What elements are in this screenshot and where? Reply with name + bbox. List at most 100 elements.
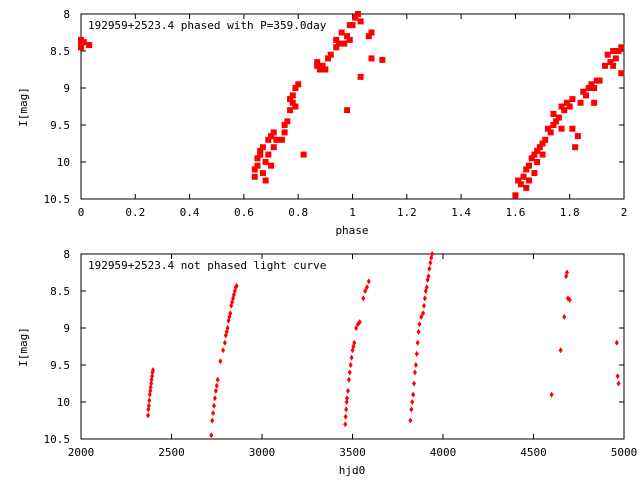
data-point <box>319 62 326 69</box>
data-point <box>523 184 530 191</box>
data-point <box>408 417 413 424</box>
data-point <box>365 33 372 40</box>
data-point <box>344 399 349 405</box>
data-point <box>577 99 584 106</box>
y-tick-label: 9.5 <box>50 359 70 372</box>
data-point <box>289 92 296 99</box>
x-tick-label: 5000 <box>611 446 638 459</box>
y-tick-label: 10.5 <box>44 433 71 446</box>
data-point <box>273 136 280 143</box>
data-point <box>366 278 371 285</box>
data-point <box>327 51 334 58</box>
data-point <box>349 354 354 361</box>
data-point <box>333 44 340 51</box>
data-point <box>596 77 603 84</box>
y-tick-label: 8 <box>63 8 70 21</box>
data-point <box>259 170 266 177</box>
panel-unphased: 2000 2500 3000 3500 4000 4500 5000 8 8.5 9 9.5 10 10… <box>17 248 637 477</box>
data-point <box>209 432 214 439</box>
data-point <box>610 48 617 54</box>
data-point <box>610 62 617 69</box>
data-point <box>212 395 217 402</box>
data-point <box>268 162 275 169</box>
data-point <box>346 36 353 43</box>
y-tick-label: 10 <box>57 396 70 409</box>
data-point <box>414 350 419 357</box>
data-point <box>409 406 414 413</box>
data-point <box>427 265 432 272</box>
data-point <box>525 162 532 169</box>
x-tick-label: 1 <box>349 206 356 219</box>
data-point <box>251 166 258 173</box>
data-point <box>612 55 619 62</box>
data-point <box>523 166 530 173</box>
data-point <box>379 56 386 63</box>
data-point <box>569 96 576 103</box>
x-tick-label: 1.8 <box>560 206 580 219</box>
data-point <box>591 99 598 106</box>
data-point <box>515 177 522 184</box>
data-point <box>572 144 579 151</box>
data-point <box>411 391 416 398</box>
data-point <box>614 339 619 346</box>
data-point <box>212 402 217 409</box>
data-point <box>344 107 351 114</box>
data-point <box>335 40 342 47</box>
y-tick-label: 9 <box>63 82 70 95</box>
x-tick-label: 3000 <box>249 446 276 459</box>
data-point <box>534 159 541 165</box>
data-point <box>289 99 296 106</box>
data-point <box>228 310 233 317</box>
data-point <box>80 39 87 46</box>
y-tick-label: 10.5 <box>44 193 71 206</box>
data-point <box>343 421 348 428</box>
data-point <box>544 125 551 132</box>
data-point <box>562 313 567 320</box>
data-point <box>254 155 261 162</box>
data-point <box>354 325 359 331</box>
data-point <box>147 397 152 404</box>
y-axis-label-unphased: I[mag] <box>17 327 30 367</box>
data-point <box>347 369 352 376</box>
data-point <box>588 81 595 88</box>
data-point <box>410 399 415 405</box>
x-axis-label-phased: phase <box>335 224 368 237</box>
data-point <box>86 42 93 49</box>
data-point <box>422 295 427 302</box>
data-point <box>553 118 560 125</box>
data-point <box>344 33 351 40</box>
x-tick-label: 2500 <box>158 446 185 459</box>
x-tick-label: 2000 <box>68 446 95 459</box>
data-point <box>580 88 587 95</box>
data-point <box>225 325 230 331</box>
x-tick-label: 3500 <box>339 446 366 459</box>
data-point <box>254 162 261 169</box>
x-axis-label-unphased: hjd0 <box>339 464 366 477</box>
data-point <box>292 103 299 110</box>
panel-phased: 0 0.2 0.4 0.6 0.8 1 1.2 1.4 1.6 1.8 2 8 8.5 9 9.5 10 10.… <box>17 8 627 237</box>
data-point <box>215 376 220 383</box>
chart-title-phased: 192959+2523.4 phased with P=359.0day <box>88 19 327 32</box>
data-point <box>417 321 422 328</box>
data-point <box>346 376 351 383</box>
data-point <box>555 114 562 121</box>
data-point <box>221 347 226 354</box>
data-point <box>421 302 426 309</box>
data-point <box>419 313 424 320</box>
data-point <box>262 159 269 165</box>
y-tick-label: 10 <box>57 156 70 169</box>
data-point <box>428 259 433 266</box>
data-point <box>426 273 431 280</box>
data-point <box>363 288 368 294</box>
data-point <box>352 14 359 21</box>
data-point <box>262 177 269 184</box>
y-tick-label: 8.5 <box>50 45 70 58</box>
data-point <box>278 136 285 143</box>
data-point <box>582 92 589 99</box>
data-point <box>287 96 294 103</box>
x-tick-label: 1.2 <box>397 206 417 219</box>
data-point <box>348 362 353 368</box>
data-point <box>591 85 598 91</box>
data-point <box>257 147 264 154</box>
points-unphased <box>145 251 621 439</box>
